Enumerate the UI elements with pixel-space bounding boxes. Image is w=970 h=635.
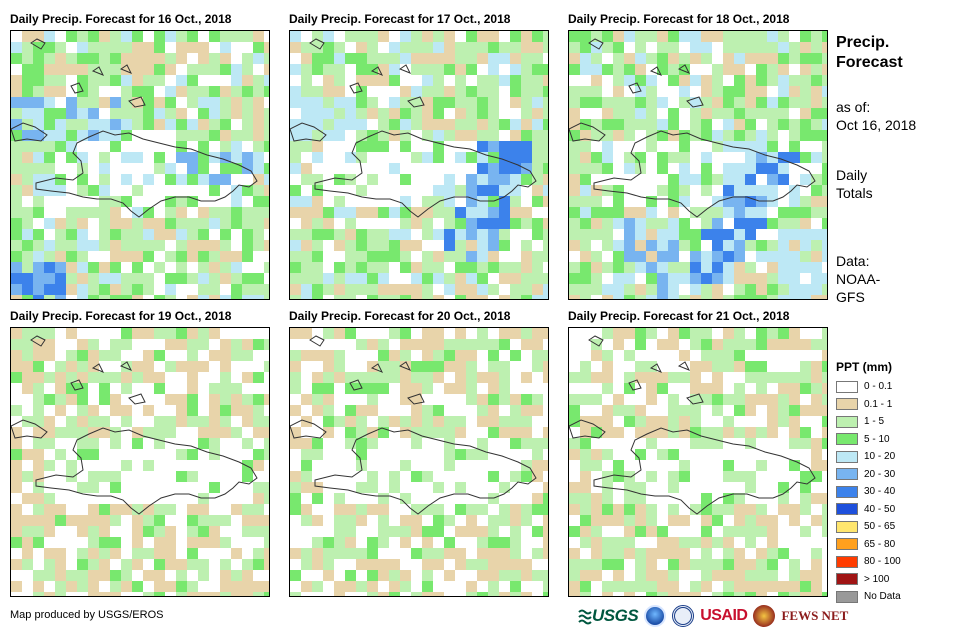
legend-swatch <box>836 573 858 586</box>
legend-item: 40 - 50 <box>836 501 901 519</box>
side-title-line2: Forecast <box>836 54 903 71</box>
coastline-outline <box>569 38 816 218</box>
totals-line2: Totals <box>836 185 873 201</box>
usgs-wave-icon <box>578 609 592 625</box>
legend-swatch <box>836 380 858 393</box>
legend-item: 0.1 - 1 <box>836 396 901 414</box>
panel-title-3: Daily Precip. Forecast for 18 Oct., 2018 <box>568 12 790 26</box>
as-of-block: as of: Oct 16, 2018 <box>836 98 916 134</box>
legend-swatch <box>836 538 858 551</box>
legend-swatch <box>836 485 858 498</box>
legend-label: 0.1 - 1 <box>864 398 893 410</box>
legend-label: 20 - 30 <box>864 468 896 480</box>
legend-swatch <box>836 555 858 568</box>
legend-item: > 100 <box>836 571 901 589</box>
data-source-block: Data: NOAA- GFS <box>836 252 880 306</box>
legend-label: 50 - 65 <box>864 521 896 533</box>
side-title-line1: Precip. <box>836 34 890 51</box>
usgs-text: USGS <box>592 606 639 625</box>
legend-item: 5 - 10 <box>836 431 901 449</box>
totals-block: Daily Totals <box>836 166 873 202</box>
legend-label: 30 - 40 <box>864 486 896 498</box>
legend-item: 0 - 0.1 <box>836 378 901 396</box>
fews-net-logo-icon <box>753 605 776 627</box>
legend-swatch <box>836 415 858 428</box>
panel-title-6: Daily Precip. Forecast for 21 Oct., 2018 <box>568 309 790 323</box>
forecast-map-4 <box>10 327 270 597</box>
panel-title-5: Daily Precip. Forecast for 20 Oct., 2018 <box>289 309 511 323</box>
coastline-outline <box>11 38 258 218</box>
legend-title: PPT (mm) <box>836 360 893 374</box>
precip-raster <box>11 328 269 596</box>
forecast-map-5 <box>289 327 549 597</box>
panel-title-4: Daily Precip. Forecast for 19 Oct., 2018 <box>10 309 232 323</box>
coastline-outline <box>569 335 816 515</box>
legend-items: 0 - 0.1 0.1 - 1 1 - 5 5 - 10 10 - 20 20 - 30 3… <box>836 378 901 606</box>
forecast-map-3 <box>568 30 828 300</box>
as-of-label: as of: <box>836 99 871 115</box>
legend-label: 5 - 10 <box>864 433 890 445</box>
coastline-outline <box>290 335 537 515</box>
legend-swatch <box>836 503 858 516</box>
legend-swatch <box>836 450 858 463</box>
legend-label: 80 - 100 <box>864 556 901 568</box>
legend-label: 10 - 20 <box>864 451 896 463</box>
coastline-outline <box>290 38 537 218</box>
usgs-logo: USGS <box>578 606 639 626</box>
legend-item: 65 - 80 <box>836 536 901 554</box>
legend-label: 1 - 5 <box>864 416 885 428</box>
side-title: Precip. Forecast <box>836 33 903 73</box>
legend-label: > 100 <box>864 573 890 585</box>
noaa-logo-icon <box>644 605 667 627</box>
legend-item: 30 - 40 <box>836 483 901 501</box>
panel-title-1: Daily Precip. Forecast for 16 Oct., 2018 <box>10 12 232 26</box>
legend-item: 10 - 20 <box>836 448 901 466</box>
precip-raster <box>569 328 827 596</box>
fews-net-text: FEWS NET <box>781 608 849 623</box>
logo-strip: USGS USAID FEWS NET <box>578 603 848 629</box>
precip-raster <box>290 31 548 299</box>
usaid-seal-icon <box>672 605 695 627</box>
totals-line1: Daily <box>836 167 868 183</box>
precip-raster <box>290 328 548 596</box>
legend-label: 65 - 80 <box>864 538 896 550</box>
precip-raster <box>569 31 827 299</box>
legend-label: 40 - 50 <box>864 503 896 515</box>
as-of-date: Oct 16, 2018 <box>836 117 917 133</box>
legend-label: No Data <box>864 591 901 603</box>
data-source-line1: NOAA- <box>836 271 881 287</box>
data-source-line2: GFS <box>836 289 865 305</box>
usaid-text: USAID <box>700 607 748 624</box>
precip-raster <box>11 31 269 299</box>
legend-swatch <box>836 433 858 446</box>
legend-swatch <box>836 520 858 533</box>
legend-item: 80 - 100 <box>836 553 901 571</box>
legend-label: 0 - 0.1 <box>864 381 893 393</box>
forecast-map-2 <box>289 30 549 300</box>
legend-item: 50 - 65 <box>836 518 901 536</box>
coastline-outline <box>11 335 258 515</box>
data-label: Data: <box>836 253 870 269</box>
legend-item: 1 - 5 <box>836 413 901 431</box>
legend-item: 20 - 30 <box>836 466 901 484</box>
legend-swatch <box>836 590 858 603</box>
map-credit: Map produced by USGS/EROS <box>10 609 164 621</box>
legend-swatch <box>836 398 858 411</box>
panel-title-2: Daily Precip. Forecast for 17 Oct., 2018 <box>289 12 511 26</box>
forecast-map-6 <box>568 327 828 597</box>
forecast-map-1 <box>10 30 270 300</box>
legend: PPT (mm) 0 - 0.1 0.1 - 1 1 - 5 5 - 10 10 - 2… <box>836 360 901 606</box>
legend-swatch <box>836 468 858 481</box>
legend-item: No Data <box>836 588 901 606</box>
